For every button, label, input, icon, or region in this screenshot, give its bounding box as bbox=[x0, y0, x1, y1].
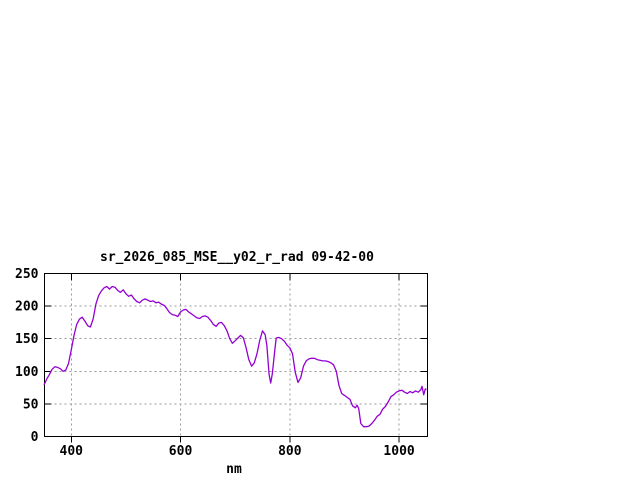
axis-ticks bbox=[44, 273, 428, 443]
data-series bbox=[43, 285, 427, 428]
x-tick-labels: 400 600 800 1000 bbox=[60, 444, 415, 459]
y-tick-label: 50 bbox=[23, 397, 39, 412]
grid-lines bbox=[44, 273, 428, 437]
x-tick-label: 400 bbox=[60, 444, 84, 459]
chart-title: sr_2026_085_MSE__y02_r_rad 09-42-00 bbox=[100, 250, 374, 265]
y-tick-label: 0 bbox=[31, 430, 39, 445]
x-axis-label: nm bbox=[226, 462, 242, 477]
plot-frame bbox=[44, 273, 428, 437]
data-line bbox=[43, 285, 427, 428]
y-tick-label: 250 bbox=[15, 267, 39, 282]
plot-border bbox=[44, 273, 428, 437]
x-tick-label: 800 bbox=[278, 444, 302, 459]
y-tick-label: 200 bbox=[15, 300, 39, 315]
x-tick-label: 600 bbox=[169, 444, 193, 459]
y-tick-label: 100 bbox=[15, 365, 39, 380]
y-tick-label: 150 bbox=[15, 332, 39, 347]
x-tick-label: 1000 bbox=[383, 444, 414, 459]
y-tick-labels: 0 50 100 150 200 250 bbox=[15, 267, 39, 445]
